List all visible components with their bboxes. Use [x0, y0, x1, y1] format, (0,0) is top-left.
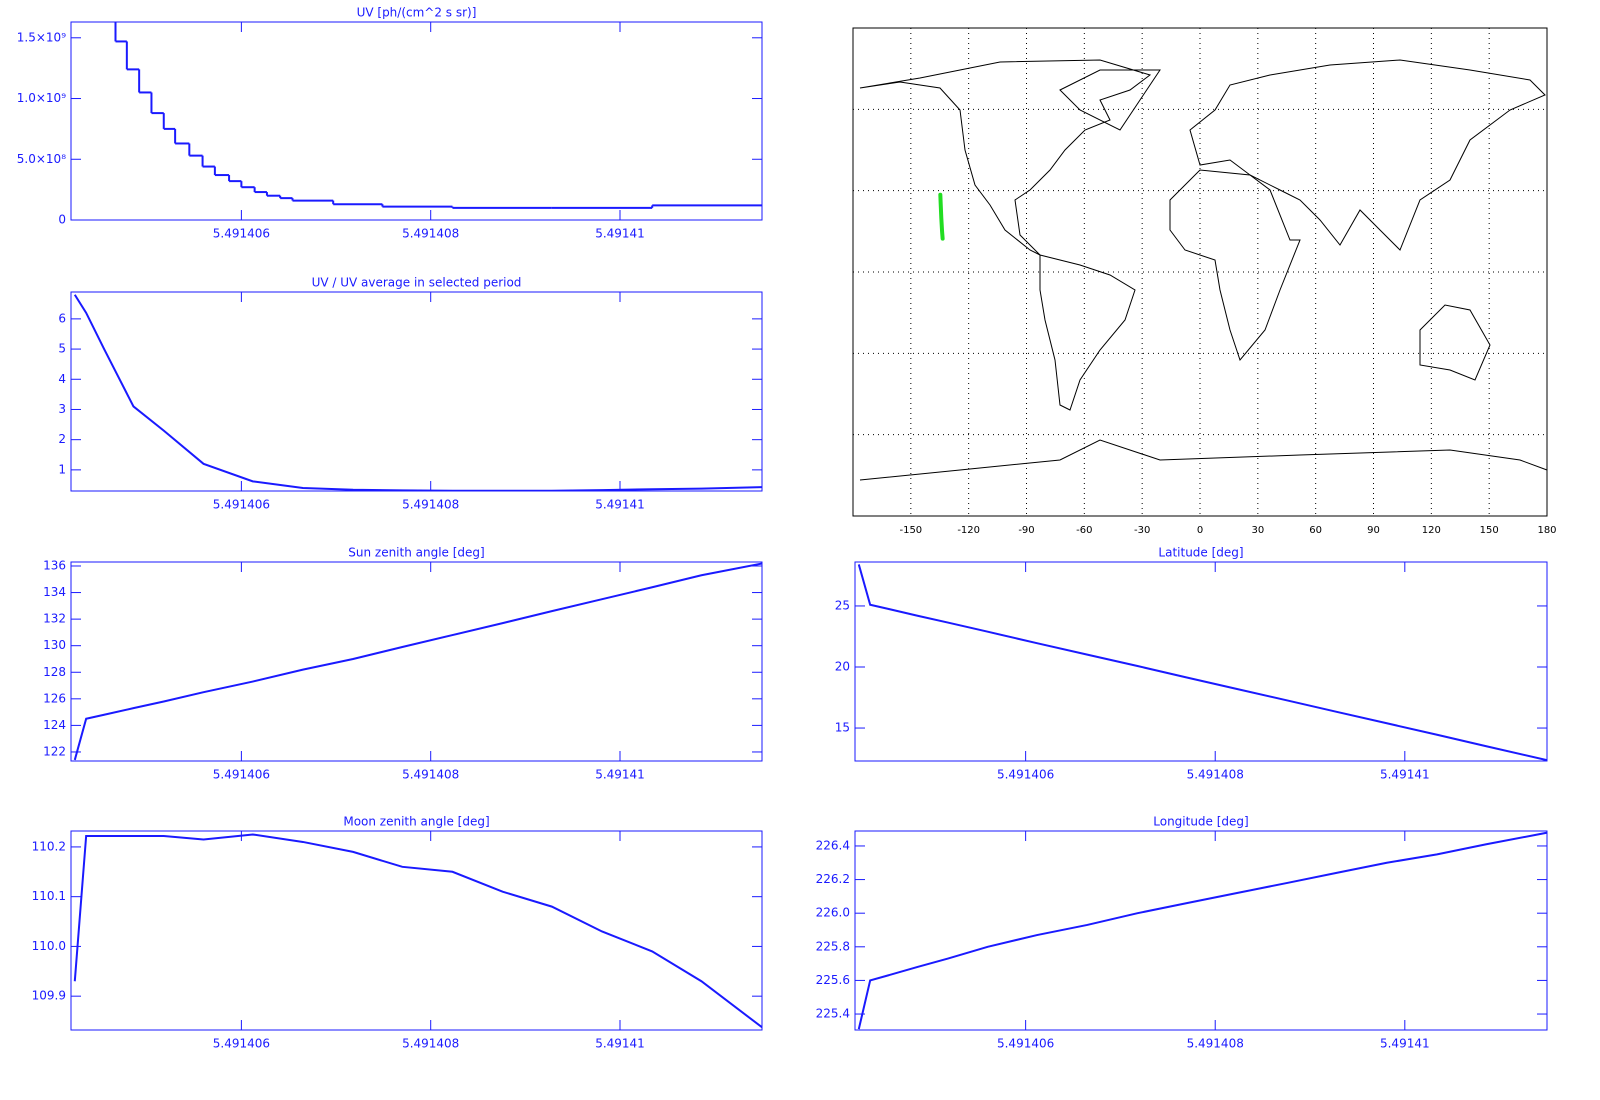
x-tick-label: -150	[899, 525, 922, 536]
plot-frame	[70, 830, 763, 1031]
plot-frame	[852, 27, 1548, 517]
chart-title: UV [ph/(cm^2 s sr)]	[357, 6, 477, 20]
x-tick-label: -120	[957, 525, 980, 536]
x-tick-label: 5.491406	[213, 768, 270, 782]
y-tick-label: 25	[835, 598, 850, 612]
chart-title: Moon zenith angle [deg]	[343, 815, 489, 829]
y-tick-label: 226.0	[816, 906, 850, 920]
x-tick-label: 0	[1197, 525, 1203, 536]
y-tick-label: 1	[58, 462, 66, 476]
chart-title: Sun zenith angle [deg]	[348, 546, 484, 560]
y-tick-label: 132	[43, 612, 66, 626]
x-tick-label: -90	[1018, 525, 1034, 536]
x-tick-label: 5.491406	[213, 227, 270, 241]
x-tick-label: 30	[1251, 525, 1264, 536]
data-line	[857, 831, 1547, 1030]
x-tick-label: 5.49141	[1380, 1037, 1430, 1051]
plot-frame	[70, 291, 763, 492]
x-tick-label: 5.49141	[595, 768, 645, 782]
south-america	[1039, 254, 1136, 411]
x-tick-label: 5.49141	[595, 227, 645, 241]
y-tick-label: 130	[43, 638, 66, 652]
x-tick-label: 5.491408	[402, 498, 459, 512]
y-tick-label: 2	[58, 432, 66, 446]
data-line	[857, 564, 1547, 761]
north-america	[859, 59, 1152, 256]
x-tick-label: 60	[1309, 525, 1322, 536]
data-line	[73, 833, 762, 1029]
y-tick-label: 1.0×10⁹	[17, 91, 66, 105]
y-tick-label: 0	[58, 213, 66, 227]
x-tick-label: 90	[1367, 525, 1380, 536]
plot-frame	[70, 561, 763, 762]
plot-area	[73, 833, 762, 1029]
chart-title: UV / UV average in selected period	[312, 276, 522, 290]
y-tick-label: 134	[43, 585, 66, 599]
x-tick-label: 5.491408	[1187, 768, 1244, 782]
antarctica	[859, 439, 1548, 481]
africa	[1169, 169, 1301, 362]
chart-title: Latitude [deg]	[1158, 546, 1243, 560]
y-tick-label: 122	[43, 744, 66, 758]
plot-area	[73, 294, 762, 491]
plot-area	[73, 562, 762, 761]
x-tick-label: 5.491406	[997, 1037, 1054, 1051]
y-tick-label: 225.8	[816, 939, 850, 953]
y-tick-label: 109.9	[32, 989, 66, 1003]
x-tick-label: -30	[1134, 525, 1150, 536]
y-tick-label: 110.2	[32, 839, 66, 853]
x-tick-label: 5.491408	[1187, 1037, 1244, 1051]
y-tick-label: 15	[835, 721, 850, 735]
greenland	[1059, 69, 1161, 131]
plot-frame	[854, 830, 1548, 1031]
x-tick-label: 5.491408	[402, 768, 459, 782]
y-tick-label: 226.2	[816, 872, 850, 886]
chart-title: Longitude [deg]	[1153, 815, 1248, 829]
x-tick-label: 150	[1480, 525, 1499, 536]
y-tick-label: 4	[58, 372, 66, 386]
satellite-track	[938, 192, 945, 241]
plot-area	[114, 22, 762, 209]
plot-area	[857, 831, 1547, 1030]
y-tick-label: 20	[835, 659, 850, 673]
x-tick-label: 120	[1422, 525, 1441, 536]
y-tick-label: 128	[43, 665, 66, 679]
y-tick-label: 110.1	[32, 889, 66, 903]
y-tick-label: 124	[43, 718, 66, 732]
y-tick-label: 6	[58, 311, 66, 325]
y-tick-label: 1.5×10⁹	[17, 30, 66, 44]
data-line	[73, 562, 762, 761]
data-line	[73, 294, 762, 491]
plot-frame	[70, 21, 763, 221]
y-tick-label: 3	[58, 402, 66, 416]
y-tick-label: 5.0×10⁸	[17, 152, 66, 166]
plot-area	[938, 192, 945, 241]
y-tick-label: 226.4	[816, 838, 850, 852]
y-tick-label: 126	[43, 691, 66, 705]
australia	[1419, 304, 1491, 381]
x-tick-label: 5.49141	[1380, 768, 1430, 782]
x-tick-label: 5.491408	[402, 1037, 459, 1051]
x-tick-label: -60	[1076, 525, 1092, 536]
y-tick-label: 5	[58, 342, 66, 356]
x-tick-label: 5.491406	[997, 768, 1054, 782]
x-tick-label: 180	[1537, 525, 1556, 536]
x-tick-label: 5.491406	[213, 1037, 270, 1051]
y-tick-label: 136	[43, 558, 66, 572]
x-tick-label: 5.49141	[595, 1037, 645, 1051]
eurasia	[1189, 59, 1546, 251]
plot-area	[857, 564, 1547, 761]
x-tick-label: 5.491408	[402, 227, 459, 241]
x-tick-label: 5.491406	[213, 498, 270, 512]
y-tick-label: 110.0	[32, 939, 66, 953]
continents	[859, 59, 1548, 481]
plot-frame	[854, 561, 1548, 762]
x-tick-label: 5.49141	[595, 498, 645, 512]
y-tick-label: 225.6	[816, 973, 850, 987]
y-tick-label: 225.4	[816, 1007, 850, 1021]
